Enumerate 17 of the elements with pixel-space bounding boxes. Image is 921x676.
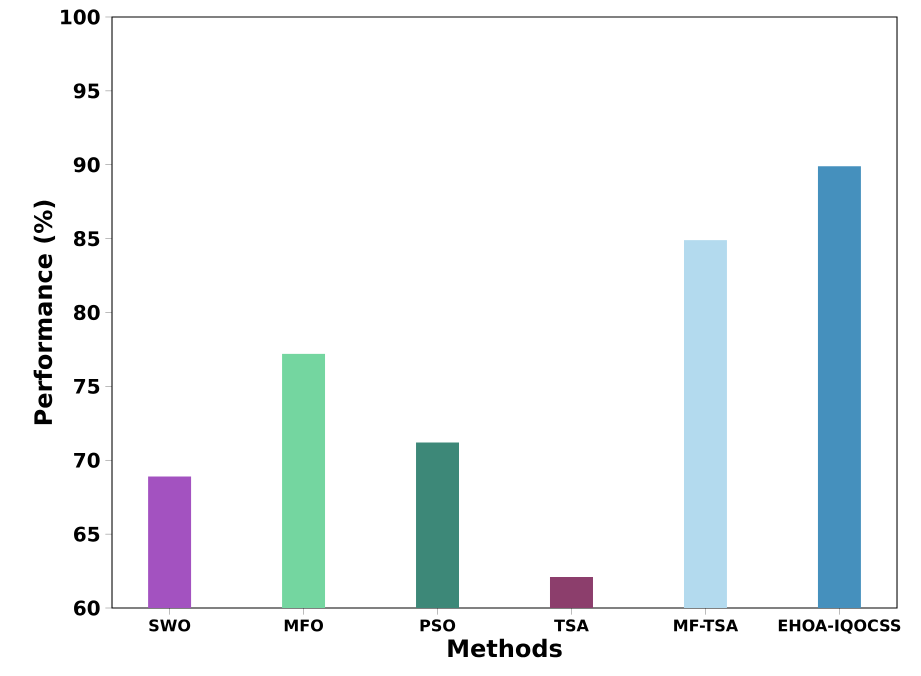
x-tick-label: MF-TSA [674,619,738,632]
y-tick-label: 70 [74,452,100,468]
y-tick-label: 85 [74,231,100,246]
x-tick-label: SWO [149,619,190,632]
y-tick-label: 75 [74,378,100,394]
x-axis-title: Methods [448,638,562,658]
y-tick-label: 95 [74,83,100,98]
x-tick-label: TSA [554,619,589,632]
y-tick-label: 80 [74,304,100,320]
y-tick-label: 65 [74,526,100,542]
y-axis-title: Performance (%) [34,200,56,424]
y-tick-label: 60 [74,600,100,616]
y-tick-label: 100 [61,9,100,25]
x-tick-label: MFO [284,619,323,632]
x-tick-label: EHOA-IQOCSS [778,619,900,634]
x-tick-label: PSO [420,619,456,632]
y-tick-label: 90 [74,157,100,172]
